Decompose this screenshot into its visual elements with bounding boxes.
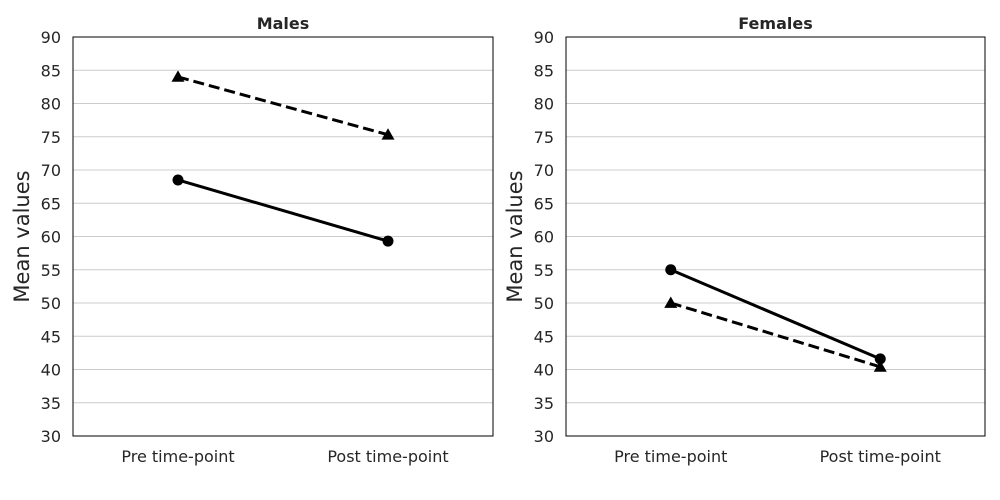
y-tick-label: 65 — [41, 194, 61, 213]
series-line — [177, 75, 389, 137]
y-tick-label: 55 — [41, 261, 61, 280]
y-tick-label: 85 — [41, 61, 61, 80]
y-tick-label: 35 — [534, 394, 554, 413]
y-axis-label: Mean values — [10, 170, 34, 302]
series-line — [670, 268, 881, 361]
y-tick-label: 30 — [534, 427, 554, 446]
y-tick-label: 90 — [534, 28, 554, 47]
y-axis-label: Mean values — [503, 170, 527, 302]
y-tick-label: 40 — [534, 361, 554, 380]
series-line — [670, 301, 881, 369]
y-tick-label: 35 — [41, 394, 61, 413]
chart-panel-0: 30 35 40 45 50 55 60 65 70 75 80 85 90 Males Mean valu… — [10, 14, 494, 466]
y-tick-label: 75 — [41, 128, 61, 147]
x-tick-label: Post time-point — [820, 447, 941, 466]
panel-title: Females — [738, 14, 812, 33]
y-tick-label: 80 — [534, 95, 554, 114]
y-tick-label: 85 — [534, 61, 554, 80]
y-tick-label: 90 — [41, 28, 61, 47]
y-tick-label: 60 — [534, 228, 554, 247]
y-tick-label: 50 — [41, 294, 61, 313]
x-tick-label: Pre time-point — [121, 447, 234, 466]
plot-frame — [565, 36, 986, 437]
y-tick-label: 55 — [534, 261, 554, 280]
x-tick-label: Post time-point — [327, 447, 448, 466]
panel-title: Males — [257, 14, 310, 33]
y-tick-label: 50 — [534, 294, 554, 313]
data-point — [172, 174, 184, 186]
data-point — [874, 353, 886, 365]
y-tick-label: 60 — [41, 228, 61, 247]
y-tick-label: 70 — [534, 161, 554, 180]
y-tick-label: 80 — [41, 95, 61, 114]
data-point — [381, 128, 395, 140]
y-tick-label: 45 — [41, 327, 61, 346]
data-point — [664, 296, 678, 308]
data-point — [382, 235, 394, 247]
data-point — [873, 360, 887, 372]
y-tick-label: 75 — [534, 128, 554, 147]
x-tick-label: Pre time-point — [614, 447, 727, 466]
chart-panel-1: 30 35 40 45 50 55 60 65 70 75 80 85 90 Females Mean va… — [503, 14, 986, 466]
y-tick-label: 40 — [41, 361, 61, 380]
y-tick-label: 70 — [41, 161, 61, 180]
y-tick-label: 30 — [41, 427, 61, 446]
plot-frame — [72, 36, 494, 437]
data-point — [665, 264, 677, 276]
y-tick-label: 65 — [534, 194, 554, 213]
data-point — [171, 70, 185, 82]
y-tick-label: 45 — [534, 327, 554, 346]
series-line — [177, 178, 389, 243]
